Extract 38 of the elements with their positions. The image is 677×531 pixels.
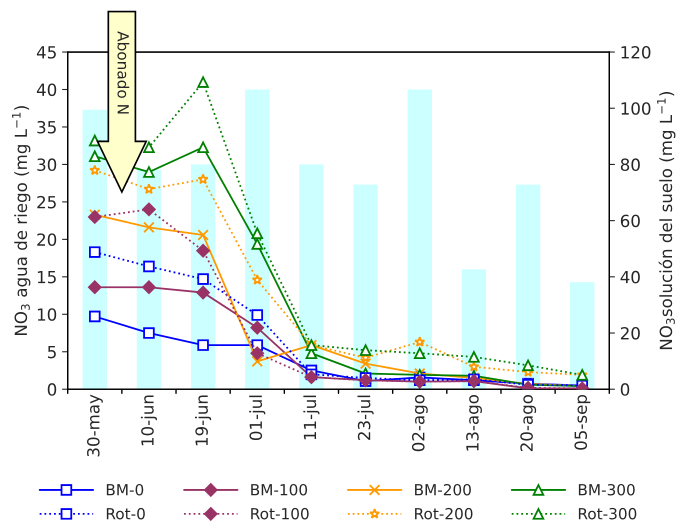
annotation: Abonado N xyxy=(117,31,130,114)
y2-tick-label: 20 xyxy=(620,326,640,340)
y2-tick-label: 100 xyxy=(622,102,650,115)
y2-tick-label: 40 xyxy=(620,270,640,284)
x-tick-label: 01-jul xyxy=(249,396,266,440)
legend-label: BM-100 xyxy=(251,484,308,496)
legend-label: BM-0 xyxy=(106,484,144,496)
y2-tick-label: 60 xyxy=(620,214,640,228)
x-tick-label: 10-jun xyxy=(140,395,158,446)
y-axis-title: NO$_{3}$ agua de riego (mg L$^{−1}$) xyxy=(12,106,30,335)
y-tick-label: 10 xyxy=(38,308,56,321)
x-tick-label: 05-sep xyxy=(574,394,590,450)
legend-label: BM-300 xyxy=(578,484,635,496)
y2-tick-label: 80 xyxy=(620,158,640,171)
x-tick-label: 02-ago xyxy=(412,394,428,452)
y2-axis-title: NO$_{3}$solución del suelo (mg L$^{−1}$) xyxy=(657,92,676,350)
x-tick-label: 11-jul xyxy=(303,396,320,440)
y2-tick-label: 0 xyxy=(620,383,630,396)
y-tick-label: 30 xyxy=(37,158,56,171)
y2-tick-label: 120 xyxy=(622,46,650,59)
x-tick-label: 13-ago xyxy=(466,394,482,450)
y-tick-label: 20 xyxy=(37,233,56,246)
x-tick-label: 20-ago xyxy=(520,394,536,452)
y-tick-label: 15 xyxy=(38,271,56,284)
x-tick-label: 19-jun xyxy=(195,395,212,446)
legend-label: BM-200 xyxy=(415,484,471,496)
y-tick-label: 45 xyxy=(36,46,56,59)
y-tick-label: 25 xyxy=(37,196,56,208)
y-tick-label: 40 xyxy=(36,83,56,96)
legend-label: Rot-100 xyxy=(251,508,309,520)
x-tick-label: 30-may xyxy=(87,394,103,456)
y-tick-label: 35 xyxy=(37,120,56,134)
legend-label: Rot-0 xyxy=(106,508,145,520)
legend-label: Rot-300 xyxy=(578,508,636,520)
x-tick-label: 23-jul xyxy=(358,396,374,440)
y-tick-label: 5 xyxy=(48,346,56,358)
legend-label: Rot-200 xyxy=(415,508,472,520)
y-tick-label: 0 xyxy=(48,383,56,396)
